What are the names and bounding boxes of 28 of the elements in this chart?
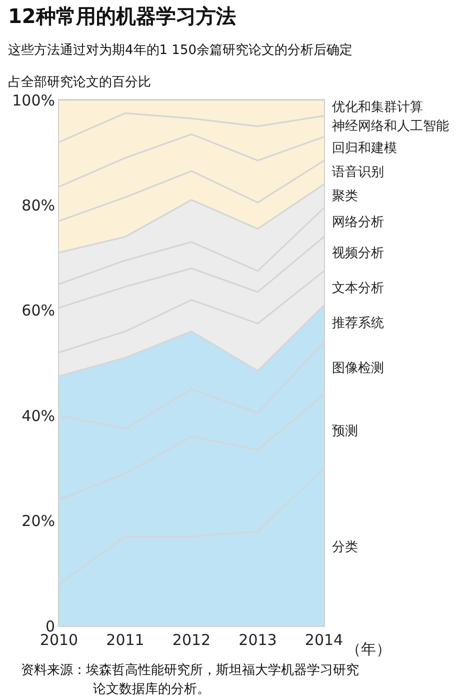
- chart-title: 12种常用的机器学习方法: [8, 4, 236, 28]
- series-label: 图像检测: [332, 361, 384, 376]
- x-tick-label: 2011: [106, 631, 144, 649]
- series-label: 文本分析: [332, 281, 384, 296]
- x-tick-label: 2014: [304, 631, 344, 649]
- y-axis-title: 占全部研究论文的百分比: [8, 75, 151, 90]
- text: 分类: [332, 540, 358, 555]
- series-label: 优化和集群计算: [332, 100, 423, 115]
- y-tick-label: 40%: [22, 406, 55, 425]
- x-tick-label: 2013: [238, 631, 277, 649]
- chart-subtitle: 这些方法通过对为期4年的1 150余篇研究论文的分析后确定: [8, 42, 352, 58]
- series-label: 视频分析: [332, 246, 384, 261]
- series-label: 推荐系统: [332, 316, 384, 331]
- x-tick-label: 2012: [172, 631, 211, 649]
- series-label: 回归和建模: [332, 141, 397, 156]
- x-axis-title: （年）: [346, 640, 391, 658]
- series-label: 预测: [332, 424, 358, 439]
- series-label: 语音识别: [332, 165, 384, 180]
- series-label: 神经网络和人工智能: [332, 119, 449, 134]
- y-tick-label: 100%: [12, 91, 55, 110]
- y-tick-label: 20%: [22, 512, 55, 530]
- series-label: 聚类: [332, 189, 358, 204]
- text: 论文数据库的分析。: [93, 682, 210, 697]
- y-tick-label: 80%: [22, 196, 55, 214]
- x-tick-label: 2010: [40, 631, 78, 649]
- y-tick-label: 60%: [22, 302, 55, 320]
- text: 资料来源：埃森哲高性能研究所，斯坦福大学机器学习研究: [21, 662, 359, 678]
- series-label: 网络分析: [332, 215, 384, 230]
